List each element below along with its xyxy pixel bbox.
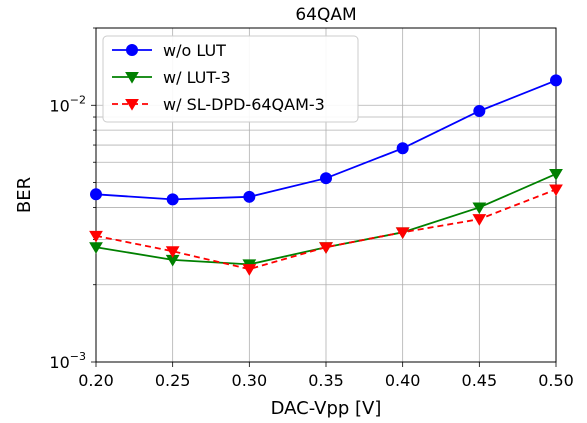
data-point	[396, 142, 409, 155]
legend-label: w/o LUT	[163, 41, 226, 60]
series-3	[89, 184, 563, 276]
legend-label: w/ LUT-3	[163, 68, 231, 87]
data-point	[549, 168, 563, 181]
x-axis-label: DAC-Vpp [V]	[271, 398, 382, 419]
data-point	[89, 242, 103, 254]
chart-title: 64QAM	[295, 5, 356, 25]
data-point	[472, 202, 487, 215]
series-1	[90, 74, 562, 206]
legend: w/o LUT w/ LUT-3 w/ SL-DPD-64QAM-3	[102, 35, 359, 123]
x-tick-label: 0.25	[155, 371, 191, 390]
data-point	[243, 190, 256, 203]
data-point	[165, 246, 180, 258]
y-axis-label: BER	[14, 177, 35, 213]
series-lines	[89, 74, 563, 276]
x-tick-label: 0.50	[538, 371, 574, 390]
y-tick-label: 10−3	[49, 350, 86, 372]
x-tick-label: 0.40	[385, 371, 421, 390]
data-point	[395, 227, 410, 240]
data-point	[242, 264, 257, 276]
data-point	[320, 172, 332, 185]
x-tick-label: 0.45	[462, 371, 498, 390]
x-tick-label: 0.35	[308, 371, 344, 390]
data-point	[550, 74, 562, 87]
data-point	[166, 193, 179, 206]
data-point	[89, 230, 103, 243]
y-tick-label: 10−2	[49, 93, 86, 115]
data-point	[90, 188, 102, 201]
data-point	[319, 242, 333, 254]
legend-box	[102, 35, 359, 123]
data-point	[473, 104, 486, 117]
legend-marker	[126, 44, 138, 56]
data-point	[472, 214, 487, 226]
x-tick-label: 0.30	[232, 371, 268, 390]
x-tick-label: 0.20	[78, 371, 114, 390]
axis-ticks: 0.20 0.25 0.30 0.35 0.40 0.45 0.50 10−2 10−3	[49, 27, 574, 390]
legend-marker	[125, 72, 139, 84]
legend-label: w/ SL-DPD-64QAM-3	[163, 95, 325, 114]
data-point	[549, 184, 563, 197]
legend-marker	[125, 99, 139, 111]
